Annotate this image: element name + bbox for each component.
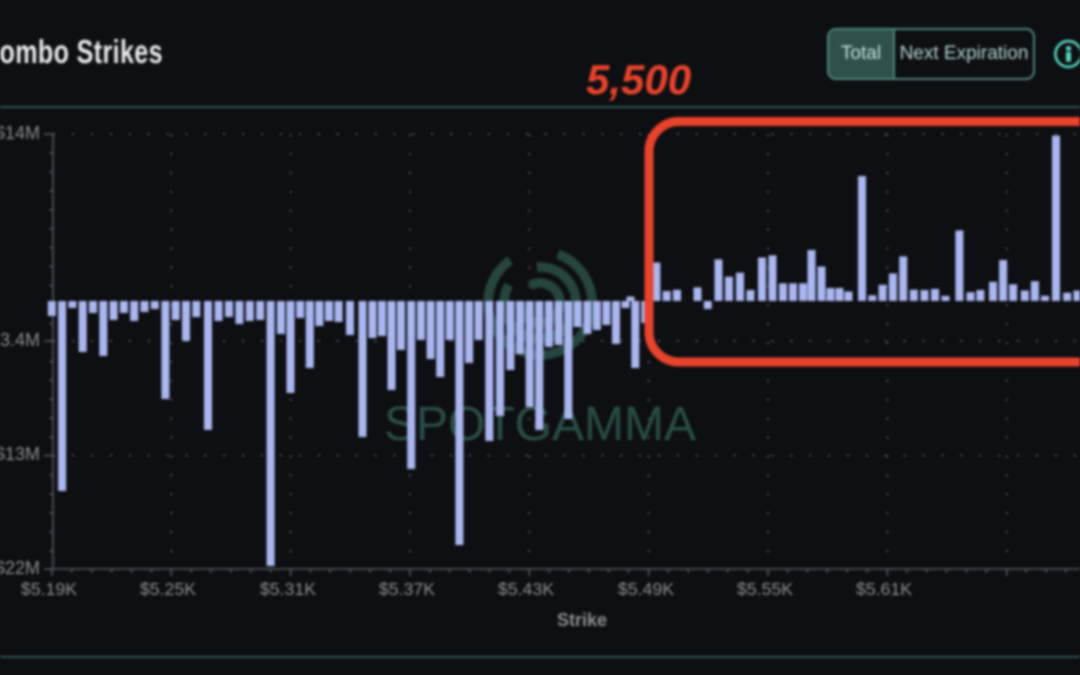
svg-text:-$22M: -$22M	[0, 558, 40, 578]
svg-text:$14M: $14M	[0, 123, 40, 143]
svg-text:$5.43K: $5.43K	[498, 579, 554, 599]
svg-text:-$13M: -$13M	[0, 444, 40, 464]
svg-text:$5.25K: $5.25K	[140, 579, 196, 599]
svg-text:$5.19K: $5.19K	[21, 579, 77, 599]
svg-text:$5.31K: $5.31K	[260, 579, 316, 599]
svg-text:$5.49K: $5.49K	[618, 579, 674, 599]
svg-text:Strike: Strike	[557, 610, 607, 630]
svg-text:$5.55K: $5.55K	[737, 579, 793, 599]
svg-text:$5.61K: $5.61K	[856, 579, 912, 599]
svg-text:-$3.4M: -$3.4M	[0, 330, 40, 350]
svg-text:$5.37K: $5.37K	[379, 579, 435, 599]
